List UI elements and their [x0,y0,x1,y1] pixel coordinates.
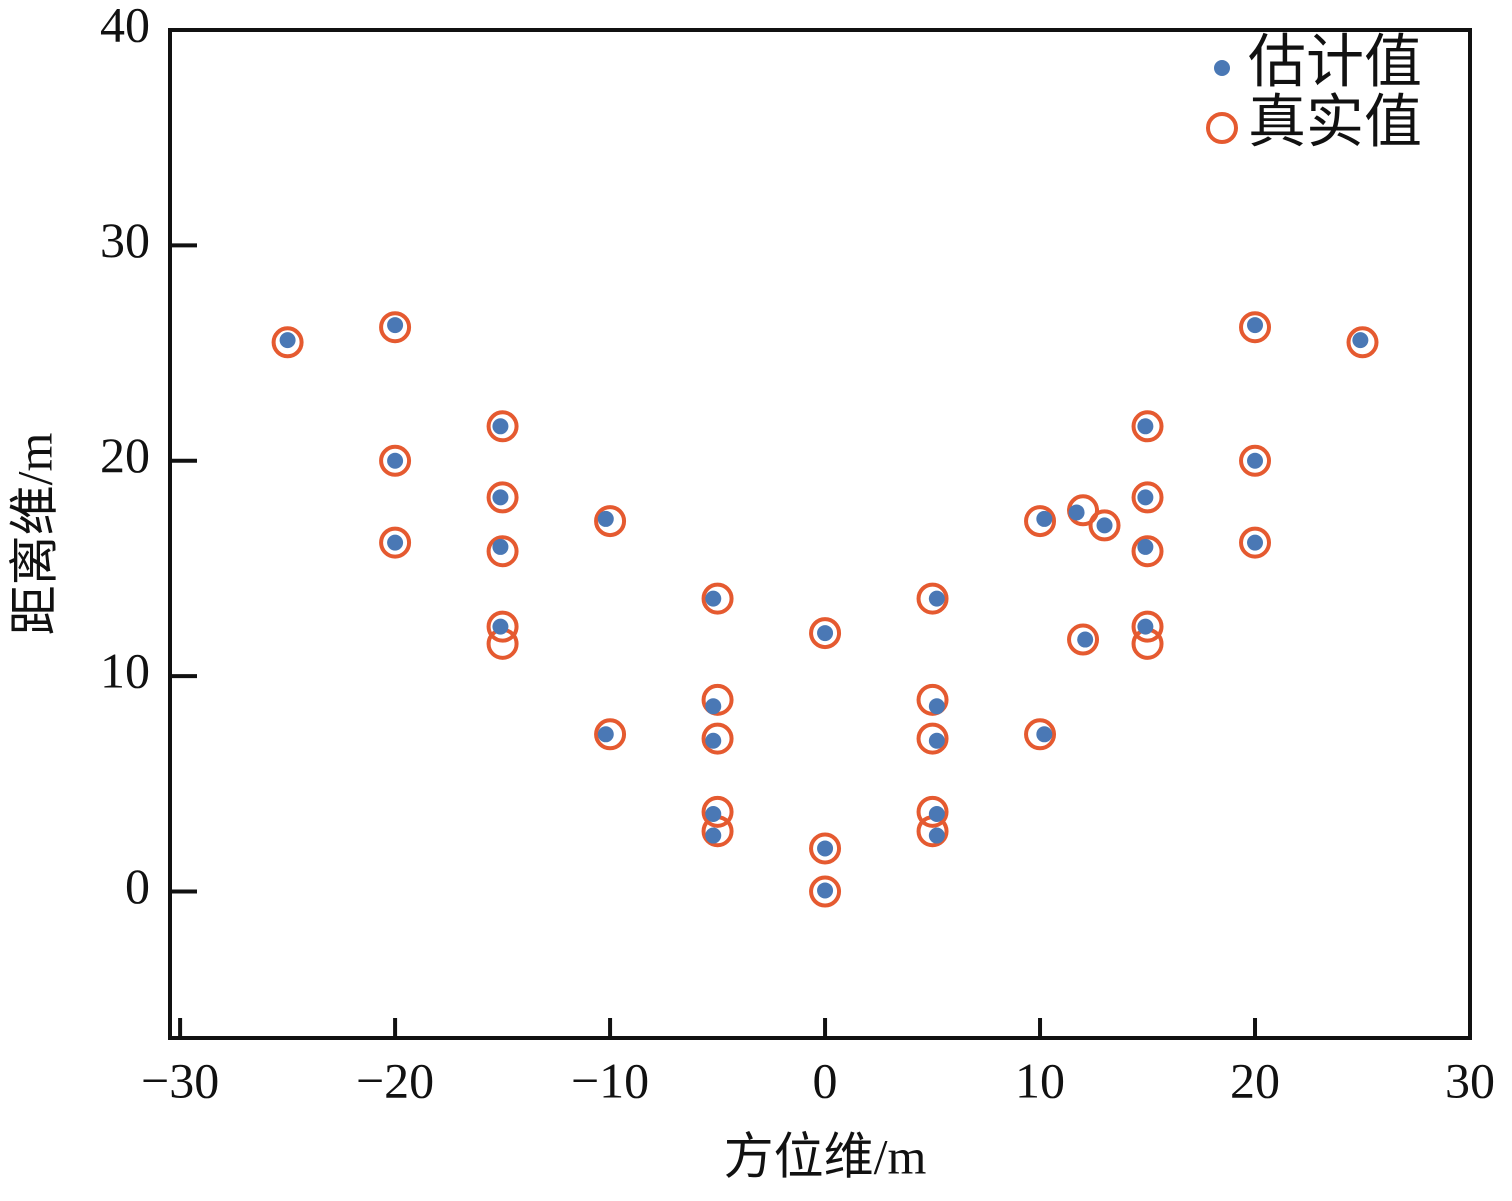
point [1068,504,1085,521]
point [701,722,734,755]
point [1247,317,1264,334]
point [1137,538,1154,555]
x-tick-label: 10 [1015,1052,1065,1108]
y-tick-label: 0 [125,858,150,914]
point [928,827,945,844]
point [486,410,519,443]
point [492,489,509,506]
point [379,444,412,477]
x-tick-label: 0 [813,1052,838,1108]
legend-label: 估计值 [1248,29,1422,94]
point [597,726,614,743]
point [1352,332,1369,349]
point [916,722,949,755]
point [928,590,945,607]
legend-label: 真实值 [1248,89,1422,154]
legend-marker [1206,112,1238,144]
point [817,840,834,857]
point [928,732,945,749]
y-tick-label: 30 [100,212,150,268]
point [916,795,949,828]
point [1247,534,1264,551]
y-tick-label: 40 [100,0,150,52]
point [1024,718,1057,751]
point [1137,618,1154,635]
point [705,590,722,607]
point [486,610,519,643]
point [817,882,834,899]
point [387,452,404,469]
point [705,732,722,749]
point [809,875,842,908]
point [916,582,949,615]
point [916,683,949,716]
point [594,505,627,538]
point [809,832,842,865]
point [492,618,509,635]
y-tick-label: 10 [100,643,150,699]
x-axis-label: 方位维/m [724,1128,927,1184]
x-tick-label: −10 [571,1052,649,1108]
point [1137,489,1154,506]
legend-marker [1214,60,1230,76]
point [486,481,519,514]
point [701,582,734,615]
plot-frame [168,28,1472,1040]
point [594,718,627,751]
point [279,332,296,349]
point [809,617,842,650]
point [817,625,834,642]
point [486,535,519,568]
point [701,795,734,828]
x-tick-label: 30 [1445,1052,1495,1108]
point [705,827,722,844]
point [1346,326,1379,359]
point [1036,510,1053,527]
point [597,510,614,527]
point [271,326,304,359]
point [379,311,412,344]
x-tick-label: −20 [356,1052,434,1108]
point [1137,418,1154,435]
point [1036,726,1053,743]
x-tick-label: −30 [141,1052,219,1108]
y-axis-label: 距离维/m [6,433,62,636]
point [1131,410,1164,443]
point [492,538,509,555]
point [1131,481,1164,514]
point [1088,509,1121,542]
point [705,698,722,715]
point [1067,623,1100,656]
point [1131,535,1164,568]
point [1077,631,1094,648]
point [1024,505,1057,538]
point [379,526,412,559]
point [1239,444,1272,477]
point [928,806,945,822]
point [928,698,945,715]
point [701,683,734,716]
x-tick-label: 20 [1230,1052,1280,1108]
point [492,418,509,435]
point [387,317,404,334]
point [1239,526,1272,559]
point [1096,517,1113,534]
point [1247,452,1264,469]
point [1239,311,1272,344]
point [1131,610,1164,643]
point [705,806,722,822]
point [387,534,404,551]
y-tick-label: 20 [100,427,150,483]
